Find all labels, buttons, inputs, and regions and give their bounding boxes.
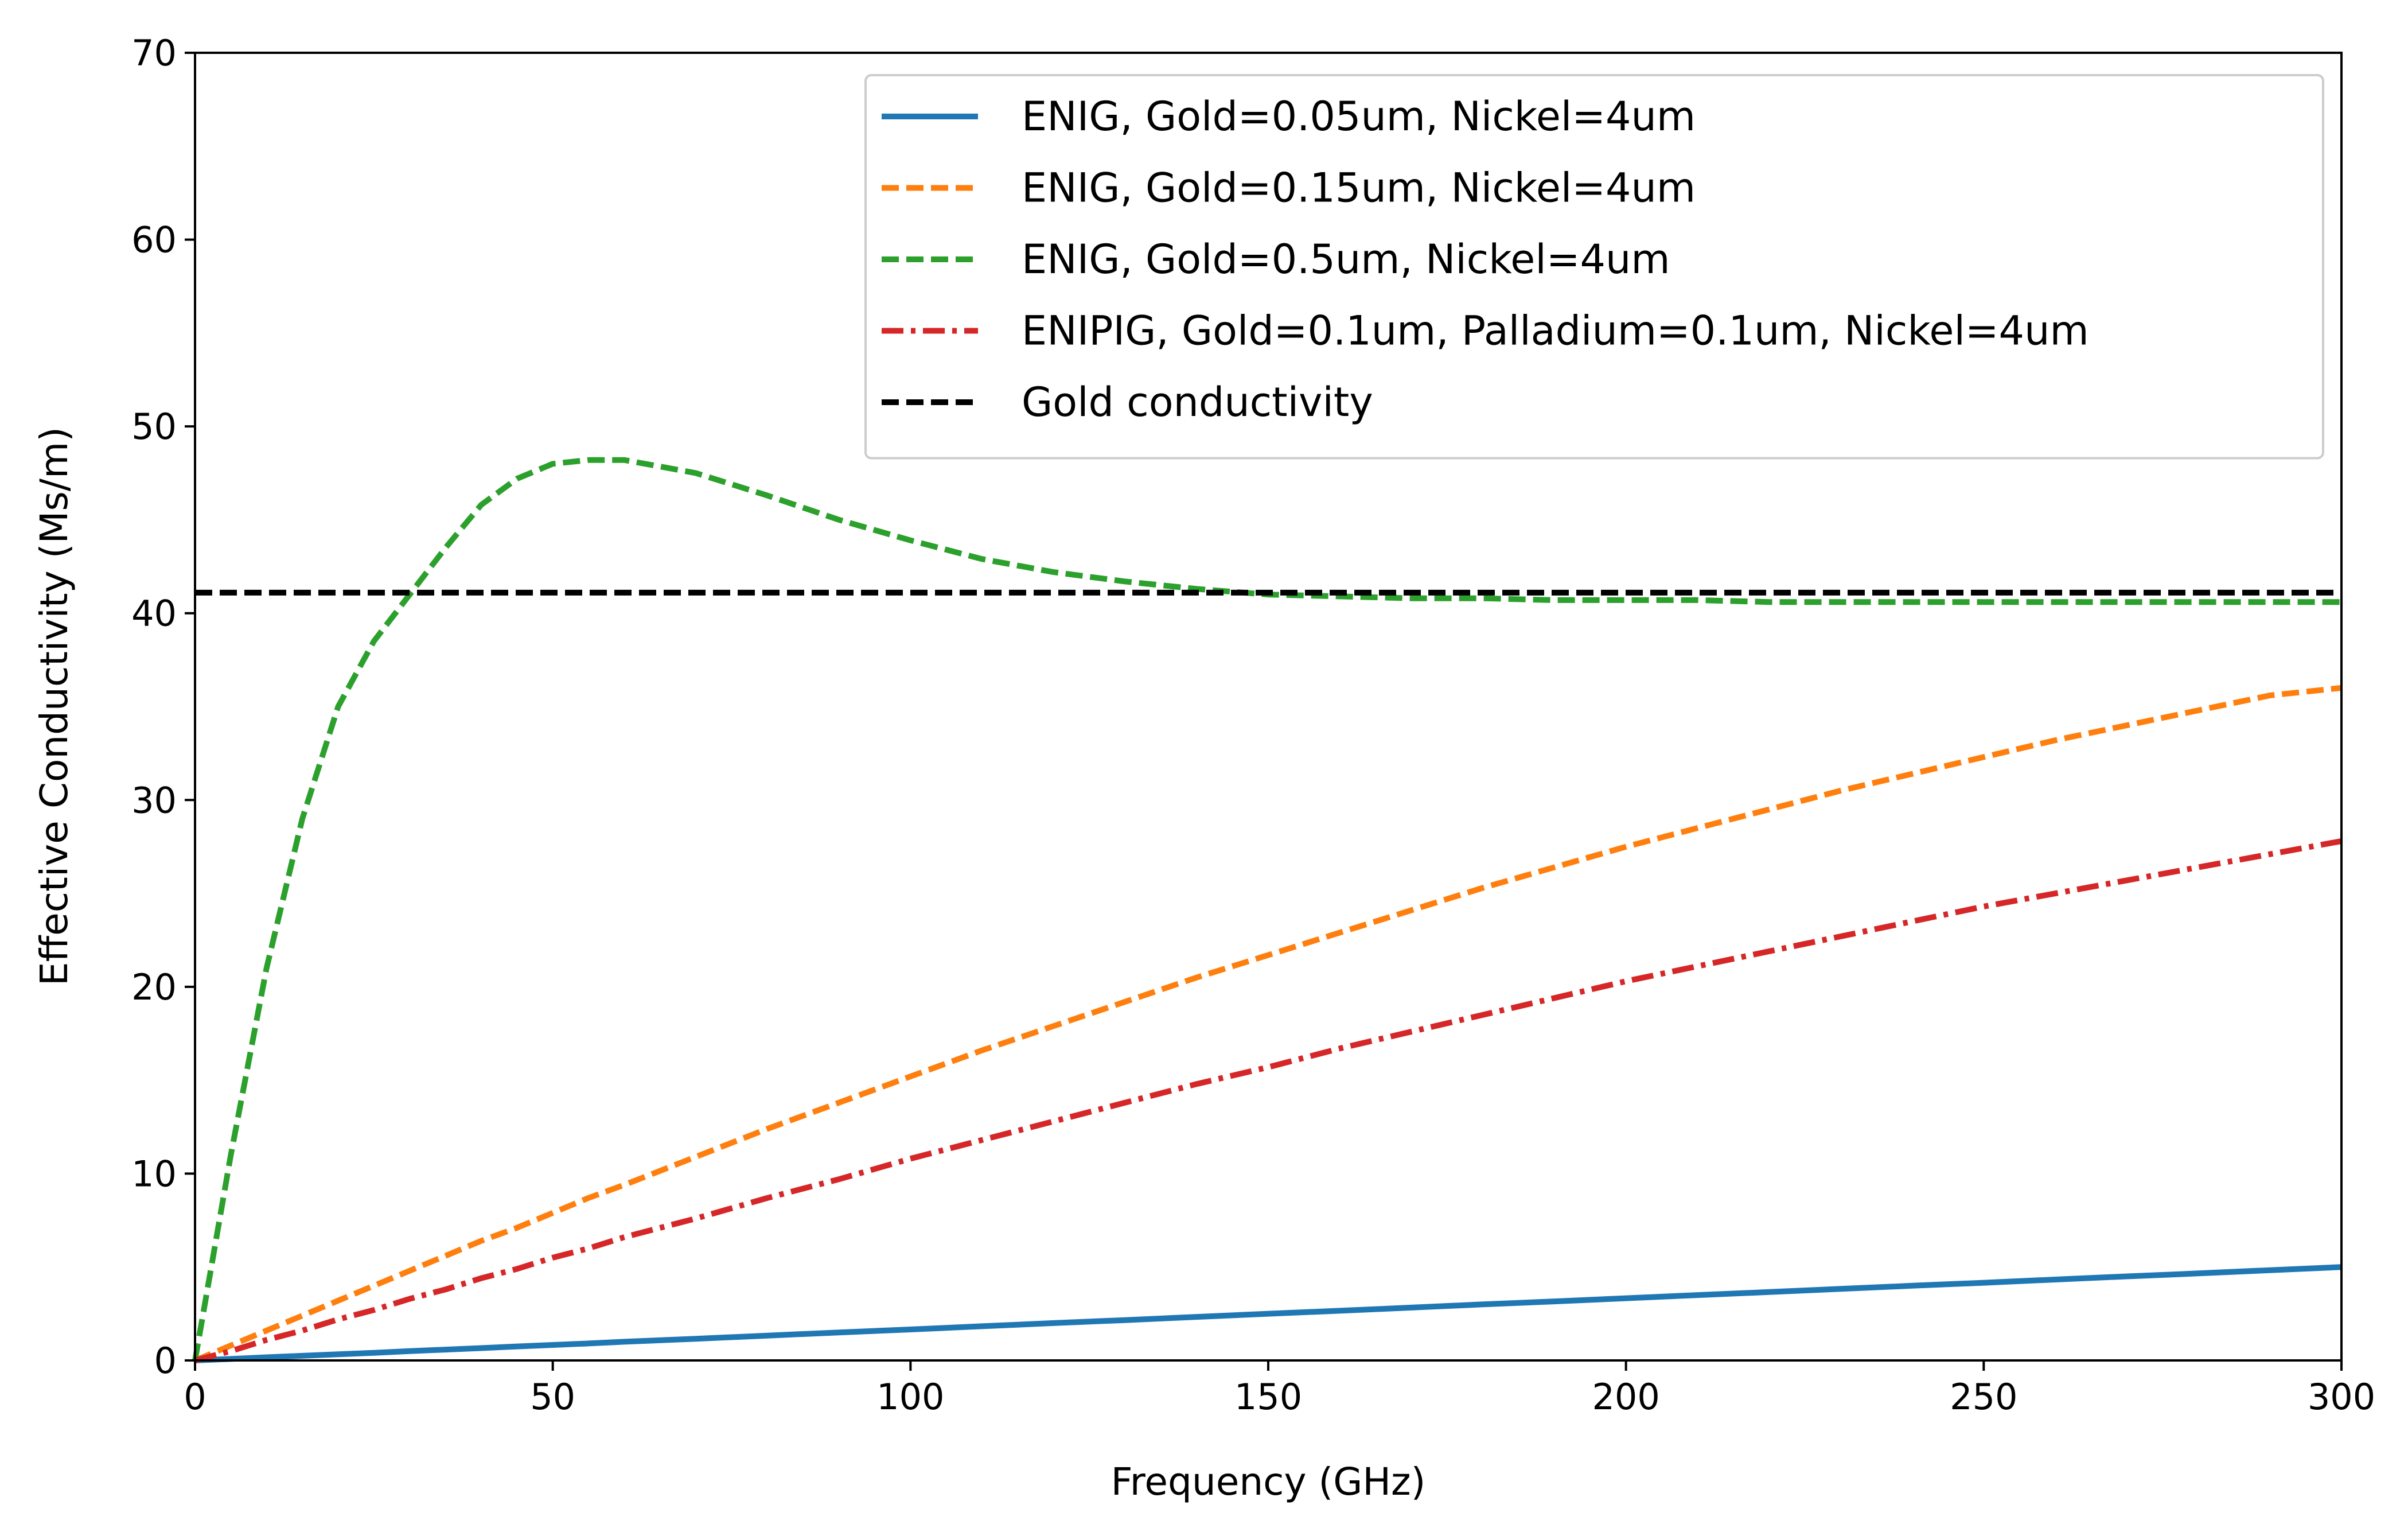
- x-axis: 0 50 100 150 200 250 300: [184, 1360, 2375, 1418]
- series-line: [194, 685, 2342, 1363]
- x-tick-label: 100: [876, 1376, 944, 1418]
- series-layer: [192, 457, 2342, 1363]
- y-tick-label: 20: [131, 966, 177, 1008]
- x-tick-label: 150: [1234, 1376, 1302, 1418]
- series-line: [194, 1264, 2342, 1363]
- legend: ENIG, Gold=0.05um, Nickel=4um ENIG, Gold=…: [864, 74, 2324, 460]
- legend-label: Gold conductivity: [1022, 379, 1373, 426]
- x-axis-label: Frequency (GHz): [1111, 1460, 1426, 1504]
- y-tick-label: 0: [154, 1340, 177, 1382]
- y-axis-label: Effective Conductivity (Ms/m): [32, 427, 76, 986]
- y-tick-label: 60: [131, 219, 177, 261]
- y-tick-label: 70: [131, 32, 177, 74]
- x-tick-label: 300: [2308, 1376, 2375, 1418]
- y-tick-label: 50: [131, 406, 177, 448]
- y-tick-label: 40: [131, 593, 177, 635]
- x-tick-label: 0: [184, 1376, 206, 1418]
- y-tick-label: 10: [131, 1153, 177, 1195]
- legend-label: ENIPIG, Gold=0.1um, Palladium=0.1um, Nic…: [1022, 308, 2089, 355]
- legend-label: ENIG, Gold=0.15um, Nickel=4um: [1022, 165, 1696, 212]
- legend-label: ENIG, Gold=0.05um, Nickel=4um: [1022, 93, 1696, 140]
- series-line: [192, 457, 2341, 1361]
- legend-box: [864, 74, 2324, 460]
- legend-label: ENIG, Gold=0.5um, Nickel=4um: [1022, 236, 1670, 283]
- x-tick-label: 200: [1592, 1376, 1659, 1418]
- y-tick-label: 30: [131, 779, 177, 821]
- x-tick-label: 250: [1950, 1376, 2017, 1418]
- y-axis: 0 10 20 30 40 50 60 70: [131, 32, 195, 1382]
- series-line: [194, 838, 2342, 1363]
- x-tick-label: 50: [530, 1376, 575, 1418]
